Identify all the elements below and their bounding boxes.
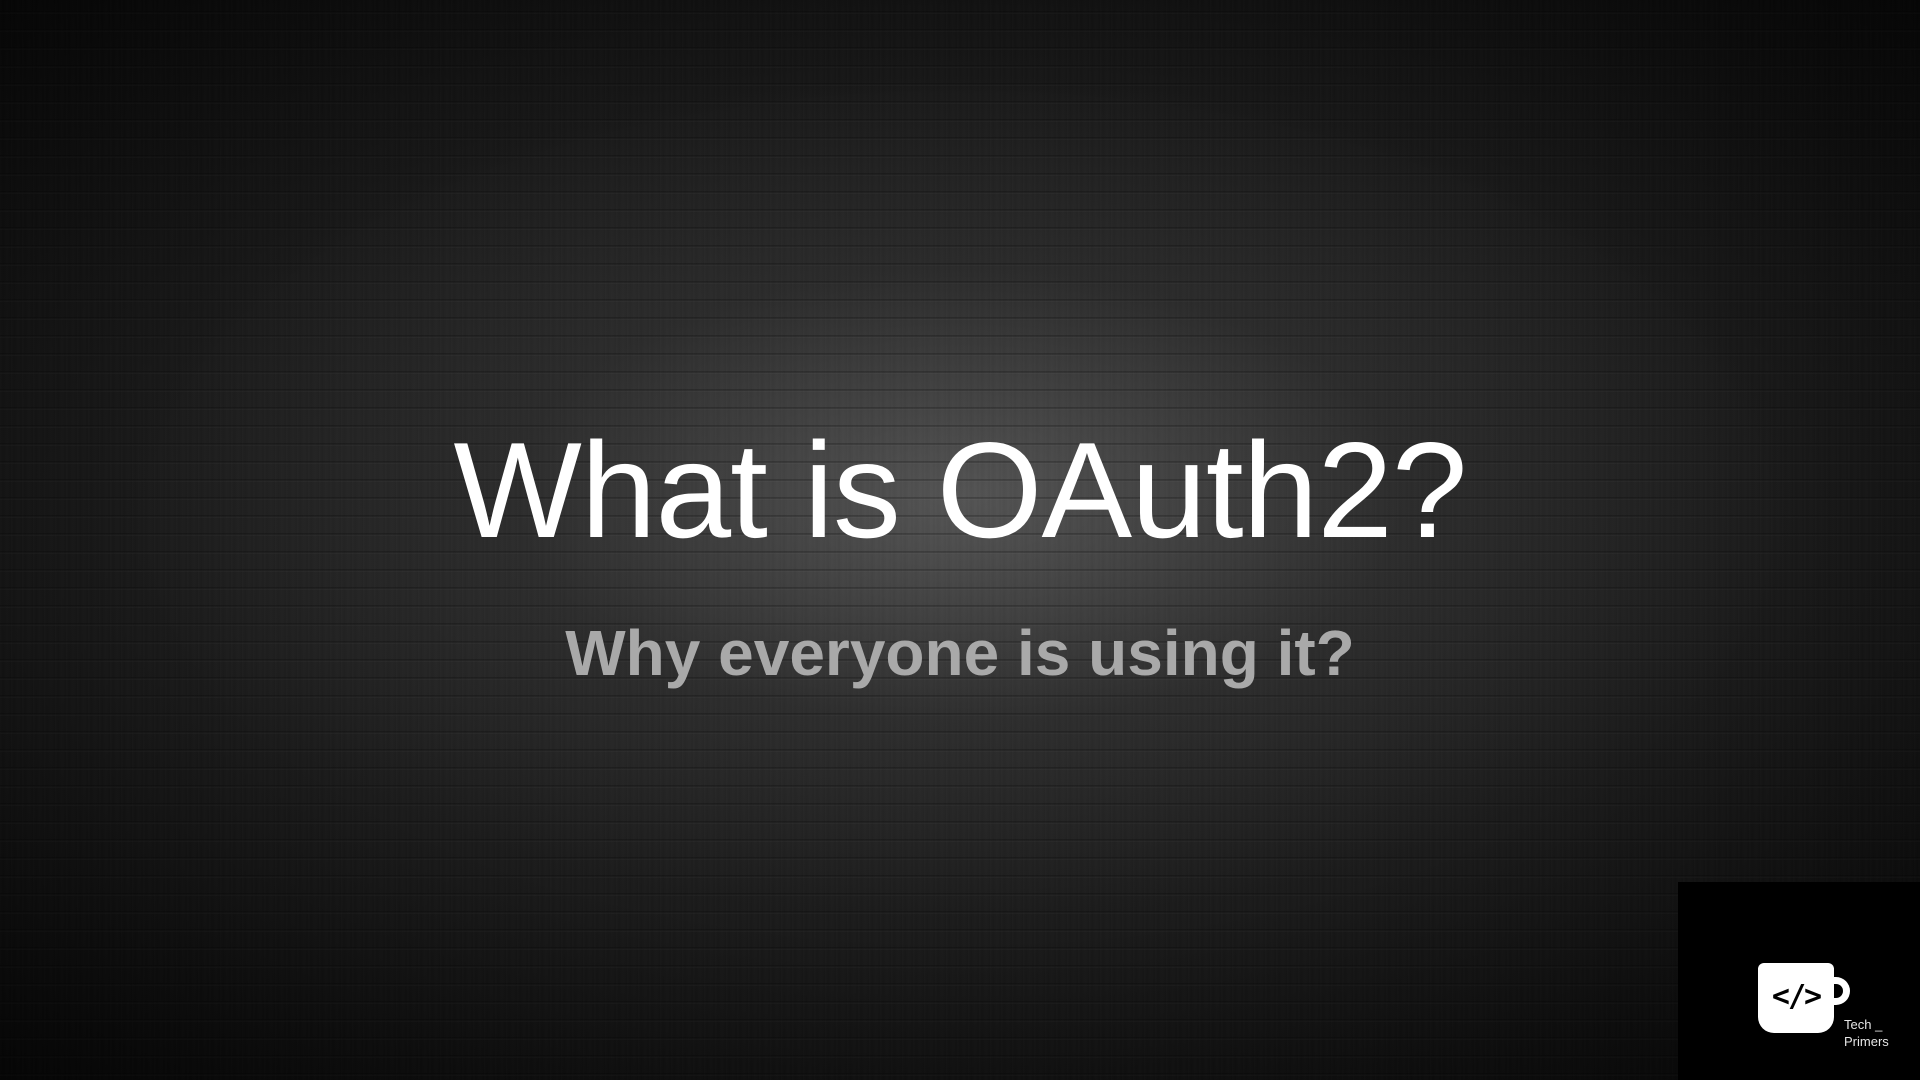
logo-text-line1: Tech _ xyxy=(1844,1017,1883,1032)
mug-handle xyxy=(1828,977,1850,1005)
code-mug-icon: </> xyxy=(1758,963,1850,1033)
slide-title: What is OAuth2? xyxy=(453,414,1467,566)
mug-body: </> xyxy=(1758,963,1834,1033)
channel-logo: </> Tech _ Primers xyxy=(1678,882,1920,1080)
logo-text-line2: Primers xyxy=(1844,1034,1889,1049)
slide-subtitle: Why everyone is using it? xyxy=(565,617,1355,689)
logo-text: Tech _ Primers xyxy=(1844,1016,1914,1050)
